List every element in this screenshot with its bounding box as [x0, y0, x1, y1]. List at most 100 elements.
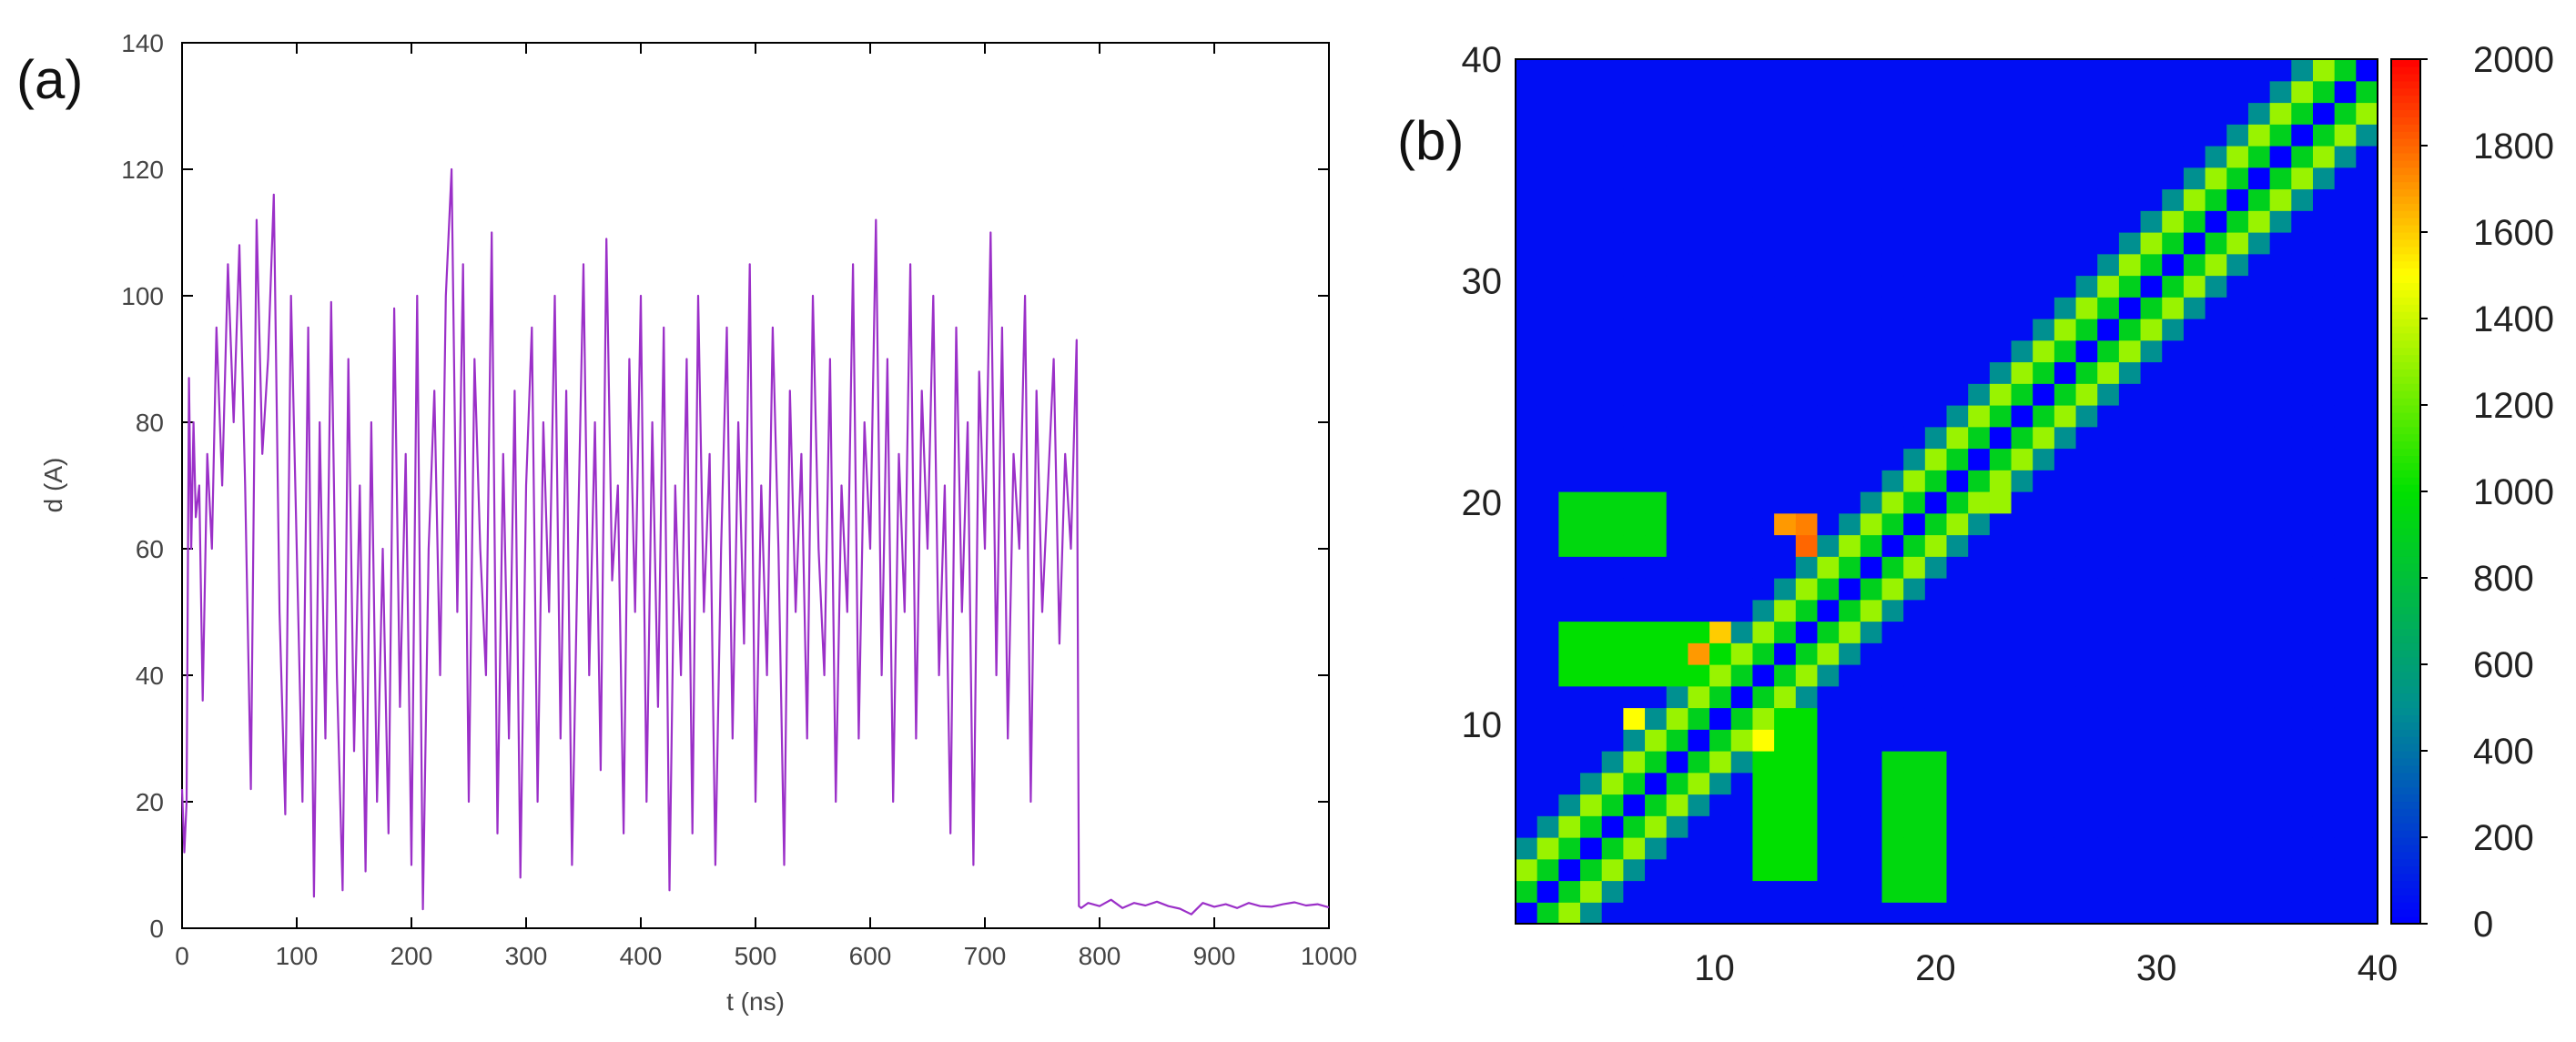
- heatmap-cell: [2054, 59, 2077, 82]
- heatmap-cell: [1968, 124, 1991, 147]
- heatmap-cell: [1795, 621, 1819, 643]
- heatmap-cell: [1774, 188, 1797, 211]
- heatmap-cell: [1601, 188, 1624, 211]
- heatmap-cell: [1558, 167, 1581, 190]
- heatmap-cell: [1516, 361, 1538, 384]
- panel-a-line-chart: 0 100 200 300 400 500 600 700 800 900 100002040608…: [16, 29, 1357, 1016]
- heatmap-cell: [1774, 729, 1797, 752]
- heatmap-cell: [1860, 80, 1883, 104]
- heatmap-cell: [1946, 534, 1969, 557]
- heatmap-cell: [2118, 642, 2142, 665]
- heatmap-cell: [2183, 794, 2206, 816]
- heatmap-cell: [1601, 275, 1624, 298]
- heatmap-cell: [1924, 124, 1948, 147]
- heatmap-cell: [2226, 815, 2249, 838]
- heatmap-cell: [2118, 902, 2142, 925]
- colorbar-segment: [2391, 354, 2420, 363]
- colorbar-segment: [2391, 527, 2420, 536]
- heatmap-cell: [1989, 751, 2013, 774]
- heatmap-cell: [1601, 405, 1624, 428]
- heatmap-cell: [2118, 188, 2142, 211]
- heatmap-cell: [1516, 578, 1538, 601]
- heatmap-cell: [2183, 448, 2206, 470]
- heatmap-cell: [2291, 751, 2314, 774]
- heatmap-cell: [2140, 794, 2163, 816]
- heatmap-cell: [2011, 470, 2033, 492]
- heatmap-cell: [2226, 512, 2249, 536]
- heatmap-cell: [2033, 59, 2055, 82]
- heatmap-cell: [1795, 599, 1819, 622]
- heatmap-cell: [2033, 124, 2055, 147]
- colorbar-segment: [2391, 628, 2420, 636]
- heatmap-cell: [2291, 837, 2314, 860]
- heatmap-cell: [1558, 707, 1581, 730]
- heatmap-cell: [1924, 815, 1948, 838]
- heatmap-cell: [1860, 210, 1883, 233]
- heatmap-cell: [1839, 275, 1861, 298]
- heatmap-cell: [2097, 253, 2120, 277]
- heatmap-cell: [2054, 685, 2077, 709]
- heatmap-cell: [2033, 534, 2055, 557]
- heatmap-cell: [2312, 210, 2336, 233]
- heatmap-cell: [1946, 664, 1969, 687]
- colorbar-segment: [2391, 225, 2420, 233]
- heatmap-cell: [1817, 578, 1840, 601]
- heatmap-cell: [2183, 297, 2206, 319]
- x-tick-label: 0: [175, 942, 189, 970]
- heatmap-cell: [2162, 707, 2185, 730]
- heatmap-cell: [1709, 664, 1732, 687]
- colorbar-segment: [2391, 693, 2420, 702]
- colorbar-segment: [2391, 253, 2420, 262]
- heatmap-cell: [1536, 59, 1559, 82]
- heatmap-cell: [2183, 707, 2206, 730]
- heatmap-cell: [1774, 772, 1797, 795]
- heatmap-cell: [1752, 124, 1775, 147]
- heatmap-cell: [1580, 491, 1603, 514]
- heatmap-cell: [2205, 232, 2227, 255]
- heatmap-cell: [2075, 707, 2098, 730]
- heatmap-cell: [1881, 707, 1904, 730]
- heatmap-cell: [1709, 578, 1732, 601]
- heatmap-cell: [2183, 470, 2206, 492]
- heatmap-cell: [1903, 253, 1926, 277]
- heatmap-cell: [2075, 556, 2098, 579]
- heatmap-cell: [1536, 902, 1559, 925]
- colorbar-segment: [2391, 109, 2420, 117]
- series-line: [180, 167, 1330, 916]
- colorbar-segment: [2391, 268, 2420, 277]
- heatmap-cell: [1688, 512, 1710, 536]
- heatmap-cell: [1989, 729, 2013, 752]
- heatmap-cell: [1623, 707, 1646, 730]
- heatmap-cell: [2312, 102, 2336, 125]
- heatmap-cell: [2011, 448, 2033, 470]
- heatmap-cell: [2291, 383, 2314, 406]
- heatmap-cell: [1774, 491, 1797, 514]
- heatmap-cell: [1903, 232, 1926, 255]
- heatmap-cell: [2291, 707, 2314, 730]
- heatmap-cell: [2312, 685, 2336, 709]
- heatmap-cell: [2334, 858, 2357, 882]
- heatmap-cell: [1730, 556, 1754, 579]
- heatmap-cell: [2226, 578, 2249, 601]
- heatmap-cell: [1860, 751, 1883, 774]
- heatmap-cell: [1946, 210, 1969, 233]
- heatmap-cell: [1666, 146, 1689, 168]
- heatmap-cell: [1817, 383, 1840, 406]
- heatmap-cell: [1709, 405, 1732, 428]
- heatmap-cell: [1709, 815, 1732, 838]
- heatmap-cell: [1839, 621, 1861, 643]
- heatmap-cell: [2226, 751, 2249, 774]
- heatmap-cell: [1536, 426, 1559, 450]
- heatmap-cell: [2162, 339, 2185, 363]
- heatmap-cell: [2334, 361, 2357, 384]
- heatmap-cell: [2075, 815, 2098, 838]
- heatmap-cell: [2162, 837, 2185, 860]
- heatmap-cell: [1623, 339, 1646, 363]
- heatmap-cell: [2356, 124, 2378, 147]
- heatmap-cell: [1817, 232, 1840, 255]
- heatmap-cell: [2162, 319, 2185, 341]
- colorbar-segment: [2391, 902, 2420, 910]
- heatmap-cell: [2226, 599, 2249, 622]
- heatmap-cell: [1817, 146, 1840, 168]
